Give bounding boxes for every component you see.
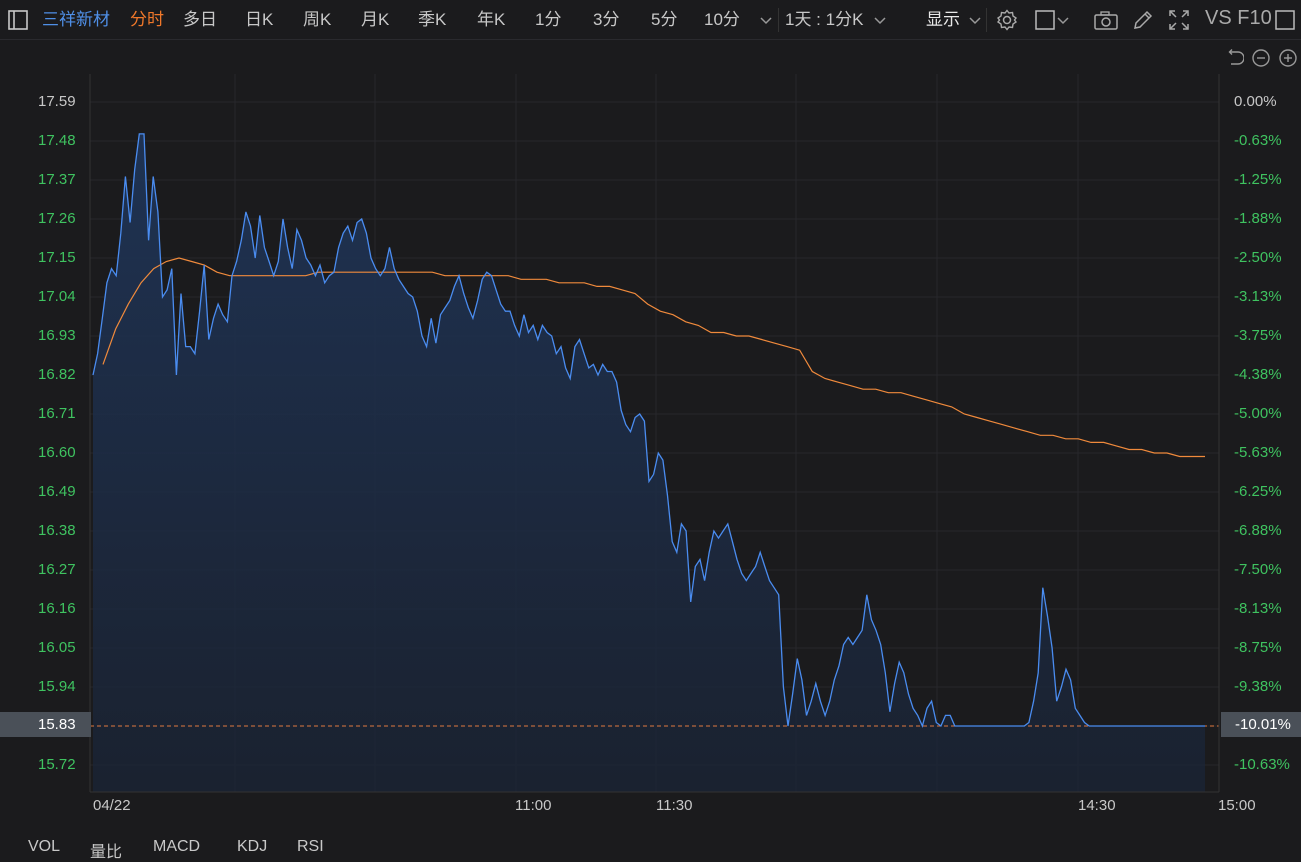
y-tick-label-left: 17.59 (38, 93, 76, 110)
y-tick-label-left: 15.72 (38, 756, 76, 773)
y-tick-label-right: 0.00% (1234, 93, 1277, 110)
average-price-line (102, 257, 1205, 458)
y-tick-label-right: -3.75% (1234, 327, 1282, 344)
indicator-tab-liangbi[interactable]: 量比 (90, 844, 123, 861)
current-change-tag: -10.01% (1221, 712, 1301, 737)
indicator-tab-macd[interactable]: MACD (153, 838, 201, 855)
y-tick-label-right: -7.50% (1234, 561, 1282, 578)
chart-style-chevron-icon[interactable] (1054, 8, 1078, 32)
y-tick-label-left: 16.49 (38, 483, 76, 500)
tab-year-k[interactable]: 年K (477, 10, 506, 29)
zoom-out-icon[interactable] (1251, 48, 1271, 68)
x-tick-label: 15:00 (1218, 797, 1256, 814)
x-tick-label: 04/22 (93, 797, 131, 814)
pencil-icon[interactable] (1131, 8, 1155, 32)
y-tick-label-left: 17.26 (38, 210, 76, 227)
y-tick-label-left: 17.04 (38, 288, 76, 305)
y-tick-label-right: -10.63% (1234, 756, 1290, 773)
display-chevron-icon[interactable] (966, 8, 990, 32)
price-line (92, 133, 1205, 728)
current-price-tag: 15.83 (0, 712, 91, 737)
tab-10min[interactable]: 10分 (704, 10, 740, 29)
price-area-fill (93, 133, 1205, 792)
y-tick-label-left: 16.93 (38, 327, 76, 344)
tab-3min[interactable]: 3分 (593, 10, 620, 29)
gear-icon[interactable] (995, 8, 1019, 32)
tab-duori[interactable]: 多日 (183, 10, 217, 29)
y-tick-label-left: 16.16 (38, 600, 76, 617)
y-tick-label-right: -8.13% (1234, 600, 1282, 617)
y-tick-label-left: 16.05 (38, 639, 76, 656)
display-menu[interactable]: 显示 (926, 10, 960, 29)
indicator-tab-vol[interactable]: VOL (28, 838, 61, 855)
y-tick-label-right: -4.38% (1234, 366, 1282, 383)
y-tick-label-left: 17.48 (38, 132, 76, 149)
window-box-icon[interactable] (1273, 8, 1297, 32)
y-tick-label-left: 16.71 (38, 405, 76, 422)
x-tick-label: 11:30 (656, 797, 693, 814)
y-tick-label-left: 17.37 (38, 171, 76, 188)
y-tick-label-left: 16.60 (38, 444, 76, 461)
tab-1min[interactable]: 1分 (535, 10, 562, 29)
toolbar: 三祥新材 分时 多日 日K 周K 月K 季K 年K 1分 3分 5分 10分 1… (0, 0, 1301, 40)
y-tick-label-left: 16.82 (38, 366, 76, 383)
tab-day-k[interactable]: 日K (245, 10, 274, 29)
y-tick-label-right: -5.63% (1234, 444, 1282, 461)
y-tick-label-right: -3.13% (1234, 288, 1282, 305)
y-tick-label-right: -2.50% (1234, 249, 1282, 266)
indicator-tab-rsi[interactable]: RSI (297, 838, 324, 855)
y-tick-label-right: -8.75% (1234, 639, 1282, 656)
more-periods-chevron-icon[interactable] (757, 8, 781, 32)
y-tick-label-right: -0.63% (1234, 132, 1282, 149)
tab-season-k[interactable]: 季K (418, 10, 447, 29)
tab-week-k[interactable]: 周K (303, 10, 332, 29)
indicator-tab-kdj[interactable]: KDJ (237, 838, 268, 855)
y-tick-label-left: 16.38 (38, 522, 76, 539)
stock-name[interactable]: 三祥新材 (42, 10, 110, 29)
f10-button[interactable]: VS F10 (1205, 7, 1272, 29)
tab-fenshi[interactable]: 分时 (130, 10, 164, 29)
x-tick-label: 11:00 (515, 797, 552, 814)
range-select[interactable]: 1天 : 1分K (785, 10, 864, 29)
zoom-in-icon[interactable] (1278, 48, 1298, 68)
tab-5min[interactable]: 5分 (651, 10, 678, 29)
y-tick-label-right: -1.25% (1234, 171, 1282, 188)
tab-month-k[interactable]: 月K (361, 10, 390, 29)
y-tick-label-right: -6.25% (1234, 483, 1282, 500)
fullscreen-icon[interactable] (1167, 8, 1191, 32)
sidebar-toggle-icon[interactable] (6, 8, 30, 32)
y-tick-label-left: 16.27 (38, 561, 76, 578)
divider (986, 8, 987, 32)
x-tick-label: 14:30 (1078, 797, 1116, 814)
divider (778, 8, 779, 32)
y-tick-label-right: -6.88% (1234, 522, 1282, 539)
range-chevron-icon[interactable] (871, 8, 895, 32)
y-tick-label-right: -1.88% (1234, 210, 1282, 227)
y-tick-label-left: 15.94 (38, 678, 76, 695)
y-tick-label-right: -5.00% (1234, 405, 1282, 422)
y-tick-label-right: -9.38% (1234, 678, 1282, 695)
y-tick-label-left: 17.15 (38, 249, 76, 266)
camera-icon[interactable] (1093, 8, 1118, 32)
chart-style-box-icon[interactable] (1034, 8, 1058, 32)
